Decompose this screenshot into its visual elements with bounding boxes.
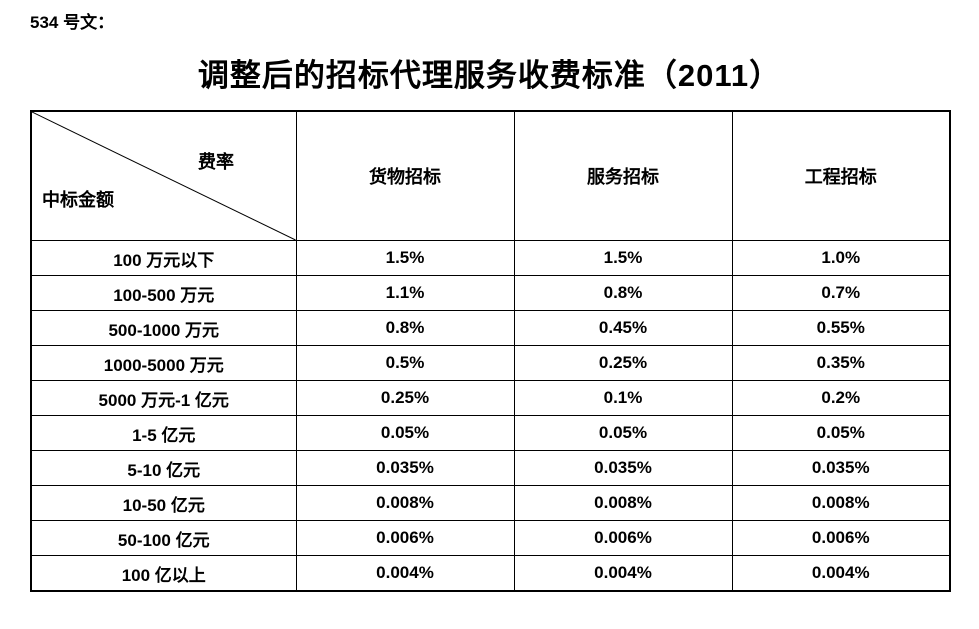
- fee-cell: 0.05%: [731, 415, 951, 451]
- table-row: 1000-5000 万元 0.5% 0.25% 0.35%: [30, 345, 951, 381]
- fee-cell: 0.008%: [295, 485, 515, 521]
- diagonal-divider-line: [32, 112, 296, 240]
- table-body: 100 万元以下 1.5% 1.5% 1.0% 100-500 万元 1.1% 0.8% 0.…: [30, 240, 951, 592]
- row-label: 1-5 亿元: [30, 415, 297, 451]
- fee-cell: 0.006%: [295, 520, 515, 556]
- table-row: 5000 万元-1 亿元 0.25% 0.1% 0.2%: [30, 380, 951, 416]
- fee-cell: 0.004%: [513, 555, 733, 592]
- row-label: 500-1000 万元: [30, 310, 297, 346]
- column-header-goods: 货物招标: [295, 110, 515, 241]
- fee-cell: 0.006%: [731, 520, 951, 556]
- row-label: 5-10 亿元: [30, 450, 297, 486]
- fee-cell: 0.8%: [513, 275, 733, 311]
- fee-cell: 0.8%: [295, 310, 515, 346]
- header-row: 费率 中标金额 货物招标 服务招标 工程招标: [30, 110, 951, 241]
- fee-cell: 0.35%: [731, 345, 951, 381]
- fee-cell: 0.05%: [513, 415, 733, 451]
- table-row: 10-50 亿元 0.008% 0.008% 0.008%: [30, 485, 951, 521]
- table-row: 100 万元以下 1.5% 1.5% 1.0%: [30, 240, 951, 276]
- table-row: 50-100 亿元 0.006% 0.006% 0.006%: [30, 520, 951, 556]
- fee-cell: 0.006%: [513, 520, 733, 556]
- fee-cell: 1.5%: [513, 240, 733, 276]
- fee-cell: 0.004%: [731, 555, 951, 592]
- fee-cell: 0.55%: [731, 310, 951, 346]
- fee-cell: 0.45%: [513, 310, 733, 346]
- table-row: 1-5 亿元 0.05% 0.05% 0.05%: [30, 415, 951, 451]
- table-row: 500-1000 万元 0.8% 0.45% 0.55%: [30, 310, 951, 346]
- table-row: 5-10 亿元 0.035% 0.035% 0.035%: [30, 450, 951, 486]
- fee-cell: 0.5%: [295, 345, 515, 381]
- corner-rate-label: 费率: [198, 151, 234, 172]
- page-title: 调整后的招标代理服务收费标准（2011）: [197, 58, 782, 93]
- row-label: 5000 万元-1 亿元: [30, 380, 297, 416]
- column-header-services: 服务招标: [513, 110, 733, 241]
- fee-cell: 1.1%: [295, 275, 515, 311]
- row-label: 100-500 万元: [30, 275, 297, 311]
- corner-cell: 费率 中标金额: [30, 110, 297, 241]
- fee-cell: 1.0%: [731, 240, 951, 276]
- fee-cell: 0.2%: [731, 380, 951, 416]
- fee-cell: 0.035%: [731, 450, 951, 486]
- doc-reference-label: 534 号文：: [30, 13, 115, 32]
- fee-cell: 0.25%: [513, 345, 733, 381]
- fee-cell: 0.035%: [513, 450, 733, 486]
- corner-amount-label: 中标金额: [42, 190, 114, 211]
- fee-cell: 0.008%: [513, 485, 733, 521]
- table-row: 100 亿以上 0.004% 0.004% 0.004%: [30, 555, 951, 592]
- row-label: 1000-5000 万元: [30, 345, 297, 381]
- fee-cell: 0.7%: [731, 275, 951, 311]
- fee-standard-table: 费率 中标金额 货物招标 服务招标 工程招标 100 万元以下 1.5% 1.5% 1…: [30, 110, 951, 592]
- row-label: 50-100 亿元: [30, 520, 297, 556]
- fee-cell: 0.25%: [295, 380, 515, 416]
- column-header-engineering: 工程招标: [731, 110, 951, 241]
- row-label: 10-50 亿元: [30, 485, 297, 521]
- fee-cell: 0.05%: [295, 415, 515, 451]
- fee-cell: 0.008%: [731, 485, 951, 521]
- row-label: 100 万元以下: [30, 240, 297, 276]
- fee-cell: 0.035%: [295, 450, 515, 486]
- fee-cell: 1.5%: [295, 240, 515, 276]
- table-row: 100-500 万元 1.1% 0.8% 0.7%: [30, 275, 951, 311]
- fee-cell: 0.1%: [513, 380, 733, 416]
- row-label: 100 亿以上: [30, 555, 297, 592]
- fee-cell: 0.004%: [295, 555, 515, 592]
